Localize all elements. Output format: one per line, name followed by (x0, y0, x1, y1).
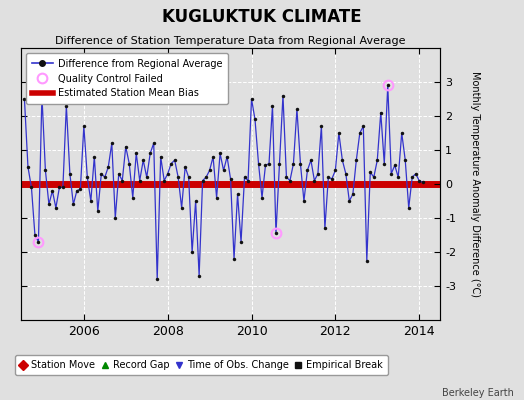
Text: Berkeley Earth: Berkeley Earth (442, 388, 514, 398)
Title: Difference of Station Temperature Data from Regional Average: Difference of Station Temperature Data f… (56, 36, 406, 46)
Legend: Station Move, Record Gap, Time of Obs. Change, Empirical Break: Station Move, Record Gap, Time of Obs. C… (15, 355, 388, 375)
Y-axis label: Monthly Temperature Anomaly Difference (°C): Monthly Temperature Anomaly Difference (… (470, 71, 480, 297)
Text: KUGLUKTUK CLIMATE: KUGLUKTUK CLIMATE (162, 8, 362, 26)
